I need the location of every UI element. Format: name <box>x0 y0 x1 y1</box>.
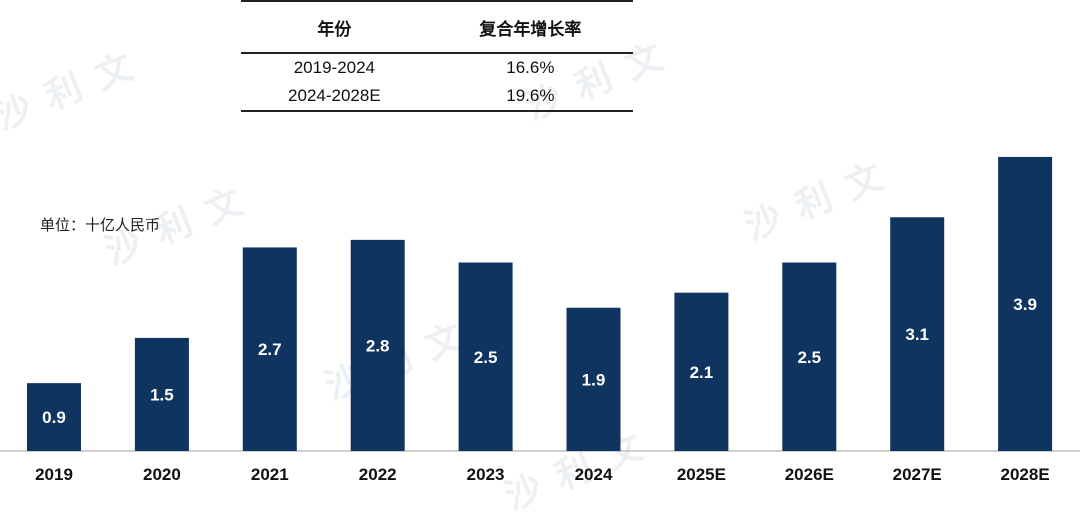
data-label: 3.9 <box>1013 295 1037 314</box>
data-label: 1.5 <box>150 385 174 404</box>
bar-2024 <box>566 307 621 451</box>
bar-2025E <box>674 292 729 451</box>
data-label: 2.5 <box>474 348 498 367</box>
bar-2021 <box>242 247 297 451</box>
bar-2027E <box>890 217 945 451</box>
data-label: 2.1 <box>690 363 714 382</box>
bar-2023 <box>458 262 513 451</box>
category-label: 2023 <box>467 465 505 484</box>
bar-2022 <box>350 239 405 451</box>
bar-2019 <box>27 383 81 451</box>
data-label: 0.9 <box>42 408 66 427</box>
cagr-row: 2019-2024 16.6% <box>241 53 633 82</box>
category-label: 2024 <box>575 465 613 484</box>
cagr-table: 年份 复合年增长率 2019-2024 16.6% 2024-2028E 19.… <box>241 0 633 112</box>
data-label: 2.8 <box>366 336 390 355</box>
cagr-header-rate: 复合年增长率 <box>427 0 633 54</box>
cagr-period: 2019-2024 <box>293 58 376 77</box>
data-label: 2.5 <box>797 348 821 367</box>
cagr-header-year: 年份 <box>241 0 428 54</box>
category-label: 2019 <box>35 465 73 484</box>
data-label: 3.1 <box>905 325 929 344</box>
category-label: 2028E <box>1001 465 1050 484</box>
category-label: 2020 <box>143 465 181 484</box>
cagr-period: 2024-2028E <box>241 82 428 112</box>
cagr-row: 2024-2028E 19.6% <box>241 82 633 112</box>
cagr-value: 19.6% <box>427 82 633 112</box>
category-label: 2026E <box>785 465 834 484</box>
data-label: 2.7 <box>258 340 282 359</box>
category-label: 2021 <box>251 465 289 484</box>
category-label: 2027E <box>893 465 942 484</box>
category-label: 2025E <box>677 465 726 484</box>
category-label: 2022 <box>359 465 397 484</box>
bar-2020 <box>134 337 189 451</box>
cagr-table-header: 年份 复合年增长率 <box>241 0 633 54</box>
data-label: 1.9 <box>582 370 606 389</box>
bar-2028E <box>998 156 1053 451</box>
bar-2026E <box>782 262 837 451</box>
unit-label: 单位：十亿人民币 <box>40 217 161 234</box>
cagr-value: 16.6% <box>506 58 555 77</box>
